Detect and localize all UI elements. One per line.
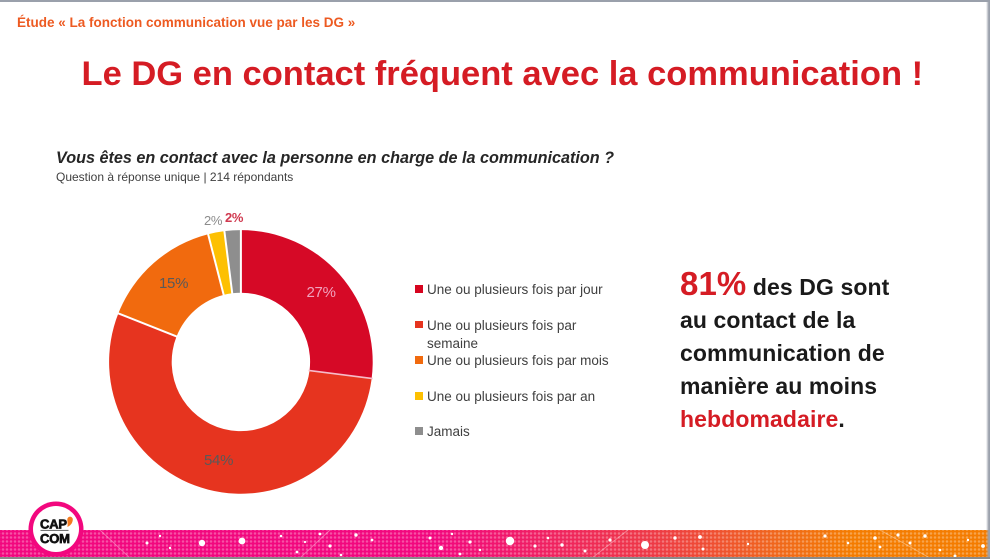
svg-text:CAP: CAP (40, 516, 67, 531)
svg-text:COM: COM (40, 531, 70, 546)
